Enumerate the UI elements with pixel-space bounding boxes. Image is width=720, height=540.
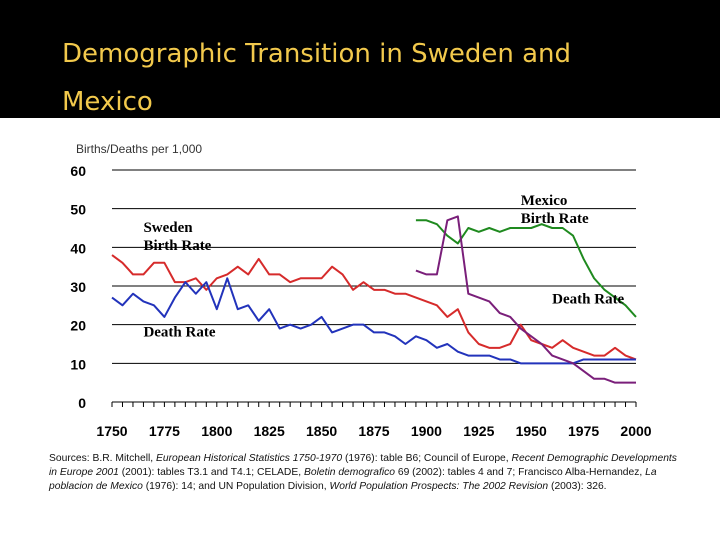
source-text-2: (2001): tables T3.1 and T4.1; CELADE, [121, 467, 302, 478]
axes [111, 401, 637, 407]
y-tick-label: 40 [70, 240, 86, 256]
source-title-3: Boletin demografico [303, 467, 395, 478]
slide-title: Demographic Transition in Sweden and Mex… [62, 39, 572, 117]
source-text-3: 69 (2002): tables 4 and 7; Francisco Alb… [397, 467, 643, 478]
x-ticks: 1750 1775 1800 1825 1850 1875 1900 1925 1950 1975… [96, 423, 651, 439]
line-chart: 0 10 20 30 40 50 60 1750 1775 1800 1825 1850 1875 19… [70, 163, 651, 439]
y-ticks: 0 10 20 30 40 50 60 [70, 163, 86, 411]
x-tick-label: 1875 [358, 423, 389, 439]
source-text-5: (2003): 326. [551, 481, 607, 492]
annotation-3: Death Rate [552, 291, 624, 307]
sources-note: Sources: B.R. Mitchell, European Histori… [49, 452, 677, 494]
x-tick-label: 1950 [516, 423, 547, 439]
x-tick-label: 1850 [306, 423, 337, 439]
y-tick-label: 30 [70, 279, 86, 295]
annotation-1: Death Rate [143, 324, 215, 340]
source-text-1: (1976): table B6; Council of Europe, [344, 453, 509, 464]
series-line-sweden-death-rate [111, 277, 636, 365]
source-text-4: (1976): 14; and UN Population Division, [145, 481, 327, 492]
series-line-mexico-death-rate [415, 215, 636, 384]
source-title-2: Recent Demographic Developments in Europ… [49, 453, 677, 478]
x-tick-label: 2000 [620, 423, 651, 439]
x-tick-label: 1775 [149, 423, 180, 439]
y-axis-label: Births/Deaths per 1,000 [76, 142, 203, 156]
annotation-0: Sweden Birth Rate [143, 220, 211, 254]
y-tick-label: 60 [70, 163, 86, 179]
x-tick-label: 1975 [568, 423, 599, 439]
source-title-4: La poblacion de Mexico [49, 467, 657, 492]
x-tick-label: 1900 [411, 423, 442, 439]
y-tick-label: 0 [78, 395, 86, 411]
y-tick-label: 50 [70, 202, 86, 218]
annotations: Sweden Birth Rate Death Rate Mexico Birth Ra… [143, 193, 624, 340]
source-title-5: World Population Prospects: The 2002 Rev… [329, 481, 549, 492]
sources-label: Sources: B.R. Mitchell, [49, 453, 154, 464]
y-tick-label: 20 [70, 318, 86, 334]
title-bar: Demographic Transition in Sweden and Mex… [0, 0, 720, 118]
source-title-1: European Historical Statistics 1750-1970 [156, 453, 343, 464]
series-lines [111, 215, 637, 384]
x-tick-label: 1825 [254, 423, 285, 439]
y-tick-label: 10 [70, 356, 86, 372]
series-line-sweden-birth-rate [111, 254, 637, 361]
x-tick-label: 1800 [201, 423, 232, 439]
x-tick-label: 1925 [463, 423, 494, 439]
annotation-2: Mexico Birth Rate [521, 193, 589, 227]
x-tick-label: 1750 [96, 423, 127, 439]
series-line-mexico-birth-rate [415, 219, 637, 318]
